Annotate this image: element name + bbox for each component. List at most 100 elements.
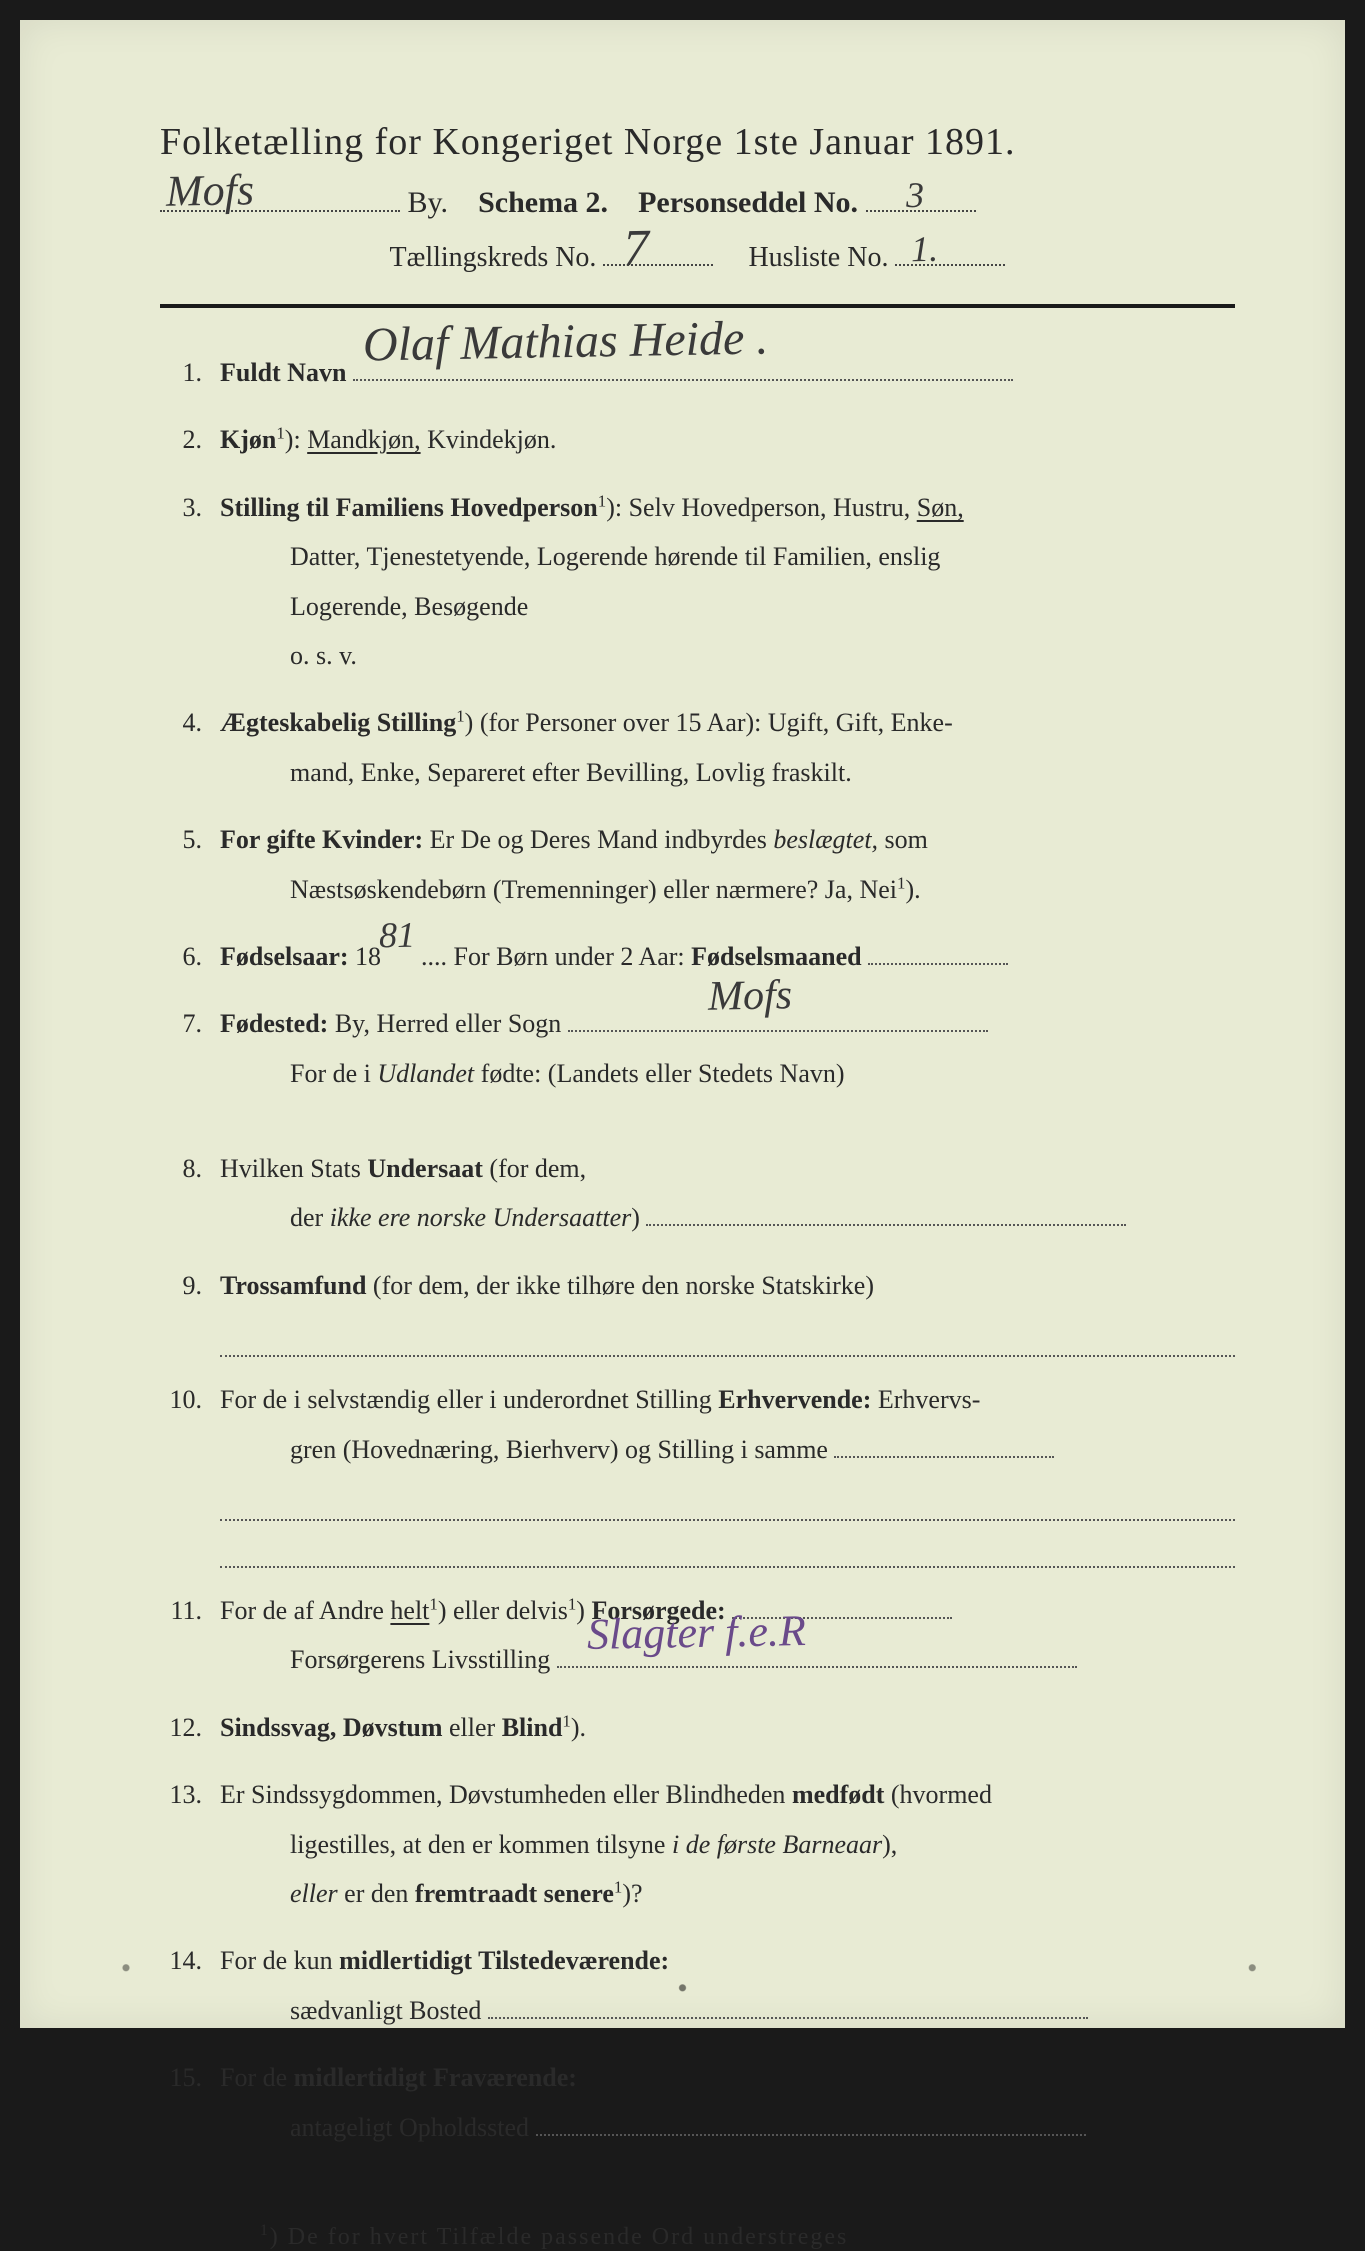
- line2b: ),: [882, 1830, 897, 1859]
- item-5: 5. For gifte Kvinder: Er De og Deres Man…: [160, 815, 1235, 914]
- schema-label: Schema 2.: [478, 186, 608, 219]
- footnote-text: ) De for hvert Tilfælde passende Ord und…: [270, 2224, 849, 2250]
- item-4: 4. Ægteskabelig Stilling1) (for Personer…: [160, 698, 1235, 797]
- item-content: Stilling til Familiens Hovedperson1): Se…: [220, 483, 1235, 681]
- beslaegtet: beslægtet,: [773, 825, 878, 854]
- item-content: For de kun midlertidigt Tilstedeværende:…: [220, 1936, 1235, 2035]
- end: ).: [571, 1713, 586, 1742]
- personseddel-label: Personseddel No.: [638, 186, 858, 219]
- label-fuldt-navn: Fuldt Navn: [220, 358, 346, 387]
- city-slot: Mofs: [160, 182, 400, 212]
- line2: gren (Hovednæring, Bierhverv) og Stillin…: [290, 1425, 1235, 1474]
- item-num: 3.: [160, 483, 220, 681]
- label-medfodt: medfødt: [792, 1780, 884, 1809]
- text1: For de: [220, 2063, 294, 2092]
- husliste-slot: 1.: [895, 238, 1005, 266]
- line2: Datter, Tjenestetyende, Logerende hørend…: [290, 532, 1235, 581]
- item-content: Kjøn1): Mandkjøn, Kvindekjøn.: [220, 415, 1235, 464]
- erhverv-slot-3: [220, 1529, 1235, 1568]
- footnote: 1) De for hvert Tilfælde passende Ord un…: [260, 2222, 1235, 2251]
- item-1: 1. Fuldt Navn Olaf Mathias Heide .: [160, 348, 1235, 397]
- item-9: 9. Trossamfund (for dem, der ikke tilhør…: [160, 1261, 1235, 1357]
- options: Ugift, Gift, Enke-: [761, 708, 952, 737]
- footnote-sup: 1: [260, 2222, 270, 2239]
- eller: eller: [290, 1879, 338, 1908]
- trossamfund-slot: [220, 1318, 1235, 1357]
- city-schema-line: Mofs By. Schema 2. Personseddel No. 3: [160, 182, 1235, 220]
- sup: 1: [276, 424, 284, 443]
- text1: Er Sindssygdommen, Døvstumheden eller Bl…: [220, 1780, 792, 1809]
- stilling-selected: Søn,: [917, 493, 964, 522]
- item-content: For gifte Kvinder: Er De og Deres Mand i…: [220, 815, 1235, 914]
- item-15: 15. For de midlertidigt Fraværende: anta…: [160, 2053, 1235, 2152]
- sup: 1: [562, 1711, 570, 1730]
- husliste-no: 1.: [911, 228, 939, 270]
- line2-text: gren (Hovednæring, Bierhverv) og Stillin…: [290, 1435, 828, 1464]
- line2: Næstsøskendebørn (Tremenninger) eller næ…: [290, 865, 1235, 914]
- sup: 1: [456, 707, 464, 726]
- item-num: 2.: [160, 415, 220, 464]
- text1: For de kun: [220, 1946, 339, 1975]
- label-blind: Blind: [502, 1713, 563, 1742]
- line2a: For de i: [290, 1059, 377, 1088]
- item-content: For de af Andre helt1) eller delvis1) Fo…: [220, 1586, 1235, 1685]
- line2a: ligestilles, at den er kommen tilsyne: [290, 1830, 672, 1859]
- label-trossamfund: Trossamfund: [220, 1271, 366, 1300]
- spacer: [160, 1116, 1235, 1144]
- text1: For de i selvstændig eller i underordnet…: [220, 1385, 718, 1414]
- text1: For de af Andre: [220, 1596, 390, 1625]
- item-num: 5.: [160, 815, 220, 914]
- sup: 1: [429, 1594, 437, 1613]
- text1: Hvilken Stats: [220, 1154, 367, 1183]
- item-num: 12.: [160, 1703, 220, 1752]
- line2: sædvanligt Bosted: [290, 1986, 1235, 2035]
- label-fravaerende: midlertidigt Fraværende:: [294, 2063, 577, 2092]
- full-name-value: Olaf Mathias Heide .: [362, 292, 769, 390]
- line2-text: sædvanligt Bosted: [290, 1996, 481, 2025]
- text2: ) eller delvis: [438, 1596, 568, 1625]
- line2: der ikke ere norske Undersaatter): [290, 1193, 1235, 1242]
- item-13: 13. Er Sindssygdommen, Døvstumheden elle…: [160, 1770, 1235, 1918]
- item-num: 13.: [160, 1770, 220, 1918]
- line2a: der: [290, 1203, 330, 1232]
- stilling-options: Selv Hovedperson, Hustru,: [629, 493, 917, 522]
- item-content: Hvilken Stats Undersaat (for dem, der ik…: [220, 1144, 1235, 1243]
- form-header: Folketælling for Kongeriget Norge 1ste J…: [160, 120, 1235, 308]
- label-kjon: Kjøn: [220, 425, 276, 454]
- barneaar: i de første Barneaar: [672, 1830, 882, 1859]
- line2: mand, Enke, Separeret efter Bevilling, L…: [290, 748, 1235, 797]
- item-content: Fødested: By, Herred eller Sogn Mofs For…: [220, 999, 1235, 1098]
- item-content: Er Sindssygdommen, Døvstumheden eller Bl…: [220, 1770, 1235, 1918]
- line3: Logerende, Besøgende: [290, 582, 1235, 631]
- kreds-no: 7: [623, 219, 650, 278]
- item-num: 11.: [160, 1586, 220, 1685]
- item-num: 6.: [160, 932, 220, 981]
- form-items: 1. Fuldt Navn Olaf Mathias Heide . 2. Kj…: [160, 348, 1235, 2152]
- end: )?: [622, 1879, 642, 1908]
- text2: For Børn under 2 Aar:: [447, 942, 691, 971]
- by-label: By.: [408, 186, 449, 219]
- line2: ligestilles, at den er kommen tilsyne i …: [290, 1820, 1235, 1869]
- text2: Erhvervs-: [871, 1385, 980, 1414]
- item-11: 11. For de af Andre helt1) eller delvis1…: [160, 1586, 1235, 1685]
- helt: helt: [390, 1596, 429, 1625]
- item-num: 10.: [160, 1375, 220, 1568]
- sup2: 1: [568, 1594, 576, 1613]
- item-content: Fuldt Navn Olaf Mathias Heide .: [220, 348, 1235, 397]
- item-num: 15.: [160, 2053, 220, 2152]
- census-form-page: Folketælling for Kongeriget Norge 1ste J…: [20, 20, 1345, 2028]
- form-title: Folketælling for Kongeriget Norge 1ste J…: [160, 120, 1235, 164]
- end: ).: [905, 875, 920, 904]
- item-content: Trossamfund (for dem, der ikke tilhøre d…: [220, 1261, 1235, 1357]
- livsstilling-slot: Slagter f.e.R: [557, 1642, 1077, 1668]
- line2b: fødte: (Landets eller Stedets Navn): [474, 1059, 844, 1088]
- label-aegteskab: Ægteskabelig Stilling: [220, 708, 456, 737]
- name-slot: Olaf Mathias Heide .: [353, 355, 1013, 381]
- kjon-mand: Mandkjøn,: [307, 425, 420, 454]
- personseddel-slot: 3: [866, 182, 976, 212]
- label-fremtraadt: fremtraadt senere: [415, 1879, 614, 1908]
- opholdssted-slot: [536, 2110, 1086, 2136]
- personseddel-no: 3: [905, 174, 924, 216]
- line2-text: Næstsøskendebørn (Tremenninger) eller næ…: [290, 875, 897, 904]
- item-14: 14. For de kun midlertidigt Tilstedevære…: [160, 1936, 1235, 2035]
